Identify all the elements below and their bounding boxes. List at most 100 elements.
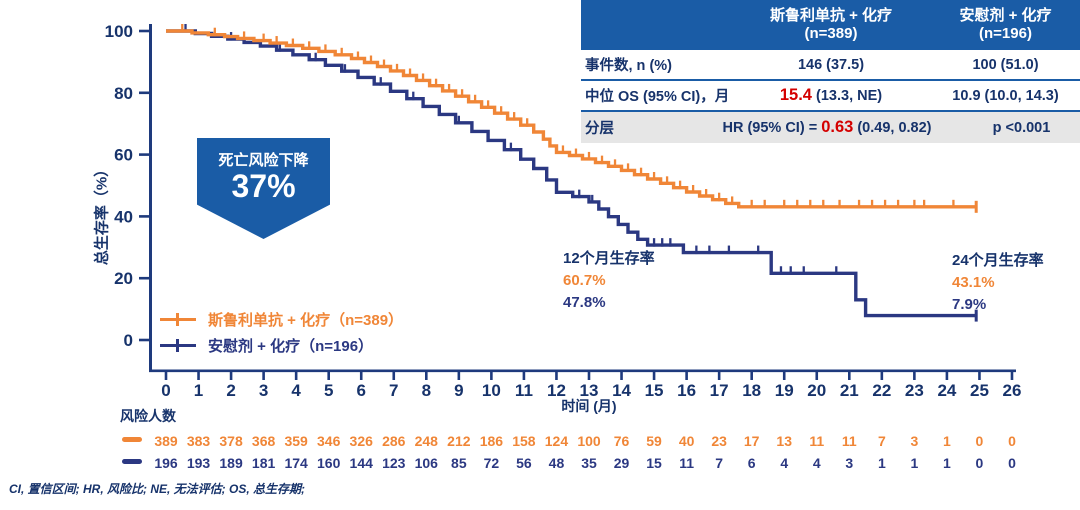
badge-percentage: 37% (231, 168, 296, 204)
svg-text:174: 174 (284, 455, 308, 471)
svg-text:144: 144 (350, 455, 374, 471)
svg-text:22: 22 (872, 381, 891, 400)
median-os-label: 中位 OS (95% CI)，月 (585, 89, 730, 105)
svg-text:368: 368 (252, 433, 276, 449)
svg-text:15: 15 (646, 455, 662, 471)
svg-text:11: 11 (809, 433, 824, 449)
svg-text:23: 23 (711, 433, 727, 449)
svg-text:189: 189 (219, 455, 243, 471)
svg-text:48: 48 (549, 455, 565, 471)
svg-text:29: 29 (614, 455, 630, 471)
svg-text:0: 0 (976, 455, 984, 471)
svg-text:13: 13 (776, 433, 792, 449)
svg-text:160: 160 (317, 455, 341, 471)
annotation-12-month: 12个月生存率 60.7% 47.8% (563, 248, 655, 314)
svg-text:10: 10 (482, 381, 501, 400)
hr-row: 分层 HR (95% CI) = 0.63 (0.49, 0.82) p <0.… (581, 112, 1080, 143)
svg-text:7: 7 (389, 381, 398, 400)
median-os-serplulimab: 15.4 (13.3, NE) (779, 86, 883, 104)
svg-text:风险人数: 风险人数 (120, 408, 177, 424)
svg-text:1: 1 (943, 455, 951, 471)
p-value: p <0.001 (992, 119, 1051, 136)
svg-text:17: 17 (744, 433, 760, 449)
svg-text:19: 19 (775, 381, 794, 400)
legend-item-serplulimab: 斯鲁利单抗 + 化疗（n=389） (160, 306, 403, 332)
svg-text:1: 1 (910, 455, 918, 471)
annotation-12-title: 12个月生存率 (563, 250, 655, 267)
svg-text:248: 248 (415, 433, 439, 449)
svg-text:6: 6 (748, 455, 756, 471)
svg-text:4: 4 (291, 381, 301, 400)
svg-text:13: 13 (580, 381, 599, 400)
svg-text:378: 378 (219, 433, 243, 449)
svg-text:0: 0 (1008, 455, 1016, 471)
svg-text:12: 12 (547, 381, 566, 400)
table-divider (581, 79, 1080, 81)
svg-text:24: 24 (937, 381, 956, 400)
placebo-curve-marker-icon (160, 338, 196, 352)
events-row: 事件数, n (%) 146 (37.5) 100 (51.0) (581, 50, 1080, 79)
svg-text:56: 56 (516, 455, 532, 471)
svg-text:6: 6 (356, 381, 365, 400)
svg-text:193: 193 (187, 455, 211, 471)
annotation-12-placebo: 47.8% (563, 294, 606, 311)
table-divider (581, 110, 1080, 112)
legend-item-placebo: 安慰剂 + 化疗（n=196） (160, 332, 403, 358)
svg-text:3: 3 (845, 455, 853, 471)
svg-text:196: 196 (154, 455, 178, 471)
svg-text:106: 106 (415, 455, 439, 471)
svg-text:3: 3 (910, 433, 918, 449)
legend-label-serplulimab: 斯鲁利单抗 + 化疗（n=389） (208, 311, 404, 329)
svg-text:80: 80 (114, 84, 133, 103)
stratified-label: 分层 (585, 121, 614, 137)
svg-text:5: 5 (324, 381, 333, 400)
svg-text:100: 100 (105, 22, 133, 41)
svg-text:25: 25 (970, 381, 989, 400)
svg-text:85: 85 (451, 455, 467, 471)
svg-text:286: 286 (382, 433, 406, 449)
badge-caption: 死亡风险下降 (218, 152, 309, 169)
svg-text:346: 346 (317, 433, 341, 449)
svg-text:23: 23 (905, 381, 924, 400)
svg-text:21: 21 (840, 381, 859, 400)
svg-text:76: 76 (614, 433, 630, 449)
svg-text:11: 11 (679, 455, 694, 471)
svg-text:16: 16 (677, 381, 696, 400)
y-axis-label: 总生存率（%） (93, 161, 111, 266)
svg-text:4: 4 (780, 455, 788, 471)
svg-text:17: 17 (710, 381, 729, 400)
serplulimab-curve (166, 24, 978, 213)
svg-text:35: 35 (581, 455, 597, 471)
stats-table-header: 斯鲁利单抗 + 化疗 (n=389) 安慰剂 + 化疗 (n=196) (581, 0, 1080, 50)
svg-text:123: 123 (382, 455, 406, 471)
stats-table: 斯鲁利单抗 + 化疗 (n=389) 安慰剂 + 化疗 (n=196) 事件数,… (581, 0, 1080, 143)
placebo-curve (166, 24, 978, 322)
svg-text:383: 383 (187, 433, 211, 449)
svg-text:186: 186 (480, 433, 504, 449)
svg-text:7: 7 (878, 433, 886, 449)
svg-text:0: 0 (124, 331, 133, 350)
svg-text:40: 40 (679, 433, 695, 449)
legend-label-placebo: 安慰剂 + 化疗（n=196） (208, 337, 374, 355)
header-col-serplulimab: 斯鲁利单抗 + 化疗 (n=389) (769, 7, 893, 42)
svg-text:3: 3 (259, 381, 268, 400)
svg-text:124: 124 (545, 433, 569, 449)
svg-text:326: 326 (350, 433, 374, 449)
annotation-24-month: 24个月生存率 43.1% 7.9% (952, 250, 1044, 316)
svg-text:9: 9 (454, 381, 463, 400)
svg-text:0: 0 (161, 381, 170, 400)
svg-text:359: 359 (284, 433, 308, 449)
svg-text:20: 20 (114, 269, 133, 288)
svg-text:15: 15 (645, 381, 664, 400)
svg-text:4: 4 (813, 455, 821, 471)
svg-text:1: 1 (878, 455, 886, 471)
svg-text:26: 26 (1003, 381, 1022, 400)
svg-text:2: 2 (226, 381, 235, 400)
svg-text:11: 11 (515, 381, 533, 400)
svg-text:20: 20 (807, 381, 826, 400)
svg-text:0: 0 (976, 433, 984, 449)
svg-text:时间 (月): 时间 (月) (561, 398, 616, 414)
